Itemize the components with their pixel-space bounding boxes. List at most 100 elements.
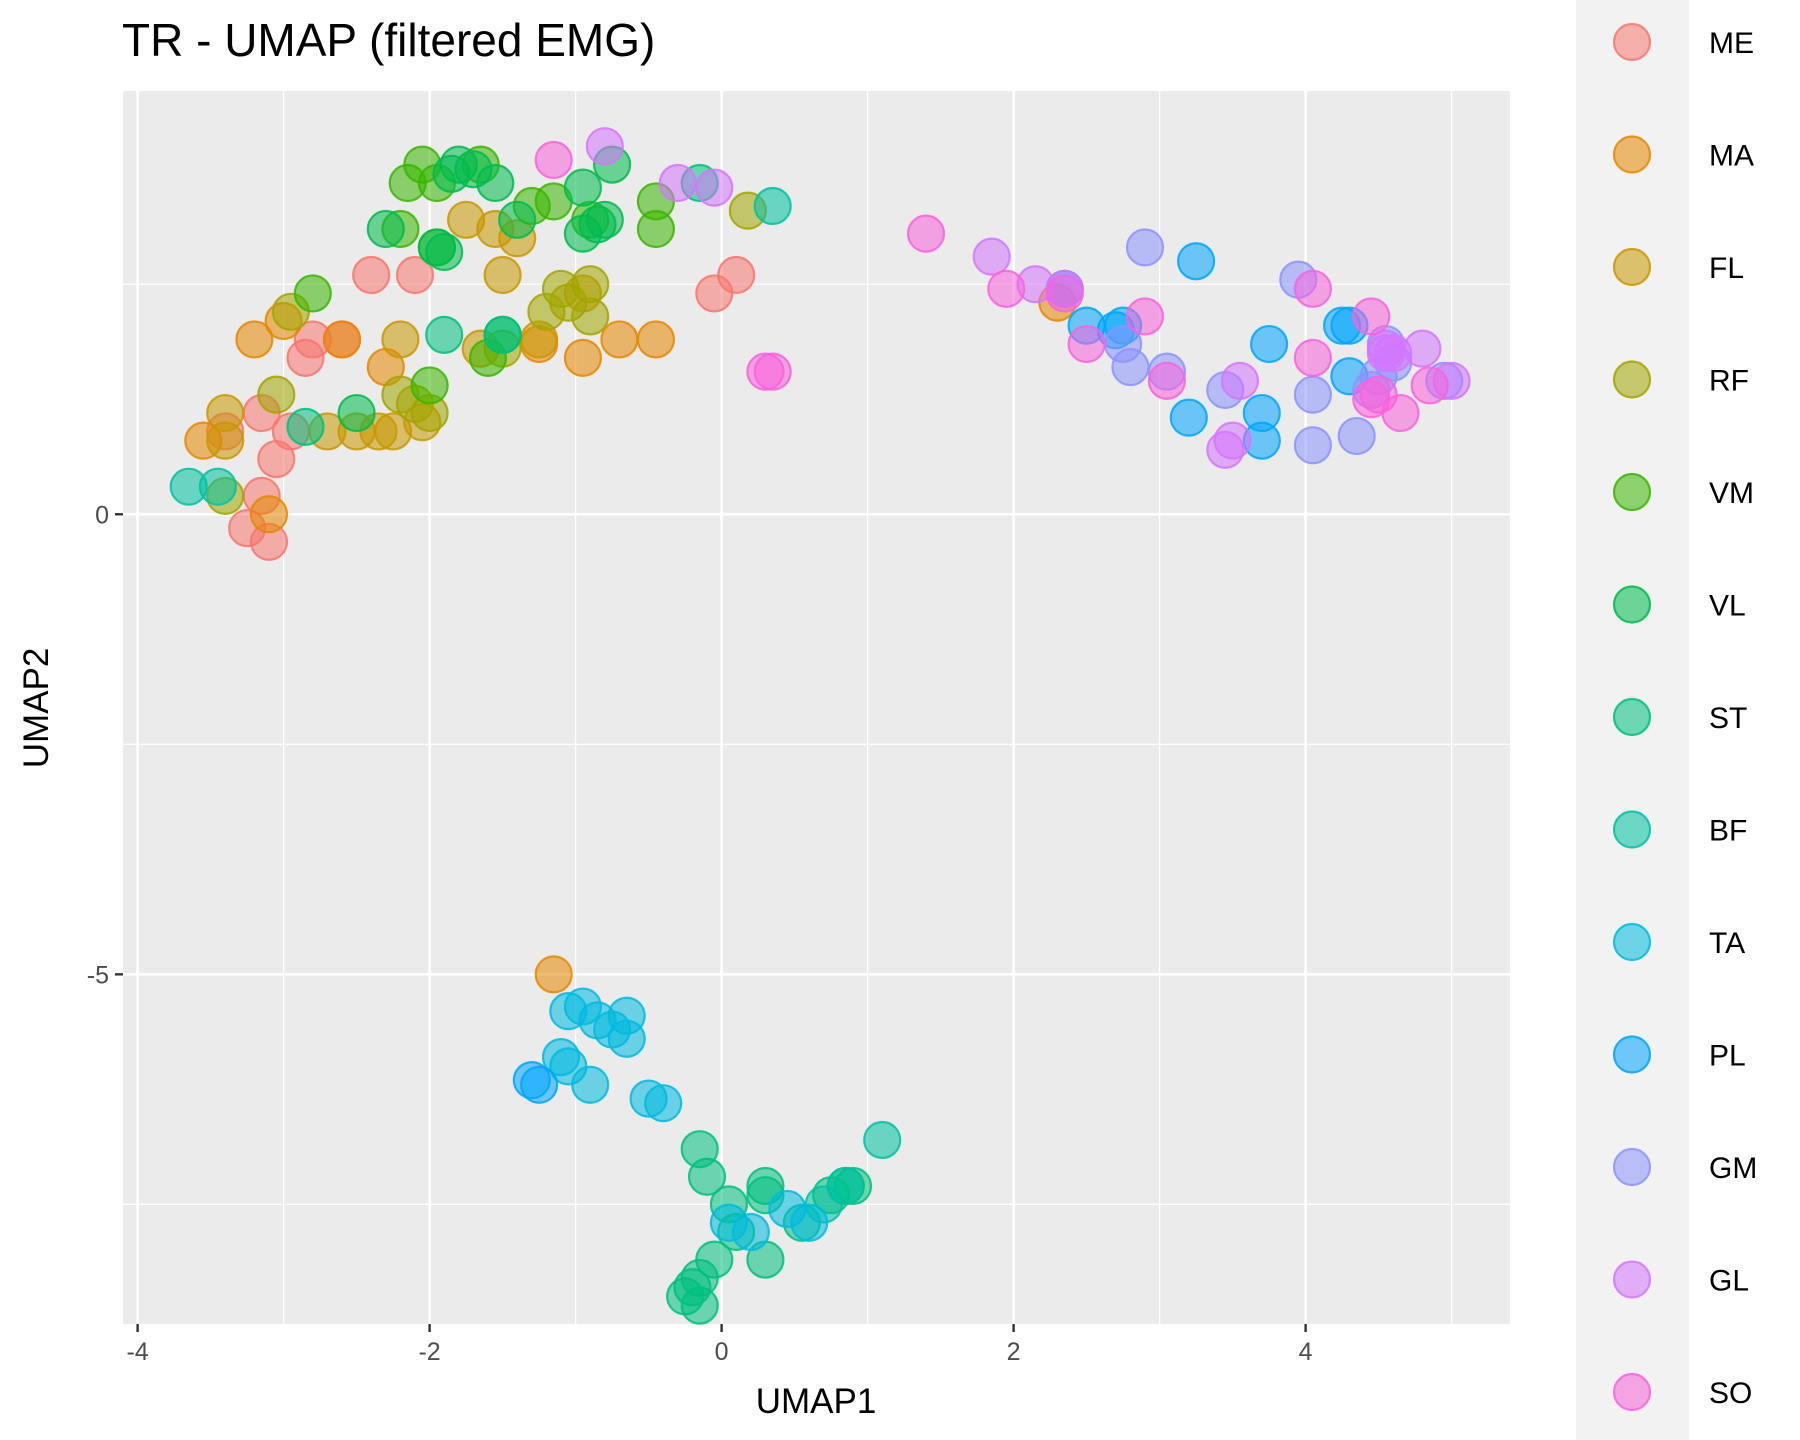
point-me [395, 255, 435, 295]
point-st [425, 315, 464, 354]
point-vm [410, 366, 449, 405]
data-points [169, 127, 1471, 1325]
legend-label-ta: TA [1709, 927, 1745, 960]
point-ma [600, 320, 639, 359]
x-tick-label: 0 [715, 1338, 729, 1366]
point-bf [863, 1120, 902, 1160]
point-so [1067, 324, 1106, 364]
point-ta [607, 1019, 646, 1058]
chart-title: TR - UMAP (filtered EMG) [122, 14, 655, 66]
point-st [687, 1157, 727, 1196]
legend-label-gm: GM [1709, 1152, 1757, 1185]
legend-key-me [1612, 22, 1652, 62]
point-bf [753, 186, 792, 226]
x-axis-title: UMAP1 [756, 1382, 877, 1421]
point-ta [790, 1203, 829, 1242]
point-vl [563, 168, 603, 207]
x-tick-label: -2 [418, 1338, 440, 1366]
legend-label-bf: BF [1709, 815, 1747, 848]
x-tick-label: -4 [126, 1338, 148, 1366]
point-fl [206, 393, 245, 433]
x-axis: -4 -2 0 2 4 [126, 1324, 1313, 1366]
legend-label-vl: VL [1709, 590, 1746, 623]
point-vl [417, 228, 456, 267]
point-so [906, 214, 946, 253]
point-gm [1125, 228, 1165, 267]
point-so [753, 352, 792, 391]
legend-label-ma: MA [1709, 140, 1754, 173]
point-pl [1169, 398, 1208, 437]
point-rf [257, 375, 296, 414]
point-so [987, 269, 1026, 308]
y-axis-title: UMAP2 [17, 648, 56, 769]
point-so [1293, 269, 1333, 308]
point-ta [731, 1212, 770, 1252]
y-tick-label: 0 [95, 501, 109, 529]
legend-key-vm [1612, 472, 1652, 512]
y-axis: -5 0 [87, 501, 123, 989]
point-ma [235, 320, 274, 359]
legend: ME MA FL RF VM VL ST BF TA PL GM GL SO [1612, 22, 1757, 1412]
legend-key-ma [1612, 135, 1652, 174]
legend-label-rf: RF [1709, 365, 1749, 398]
point-ma [636, 320, 676, 359]
legend-key-gm [1612, 1147, 1652, 1187]
point-so [1410, 366, 1449, 405]
legend-key-pl [1612, 1035, 1652, 1074]
legend-key-vl [1612, 585, 1652, 624]
point-so [1352, 297, 1391, 336]
point-vl [476, 163, 515, 203]
legend-label-me: ME [1709, 27, 1754, 60]
point-pl [1249, 324, 1289, 364]
point-vm [293, 274, 332, 313]
point-so [1045, 274, 1084, 313]
legend-label-pl: PL [1709, 1040, 1746, 1073]
point-gl [695, 168, 734, 207]
legend-key-fl [1612, 247, 1652, 287]
point-so [1147, 361, 1187, 400]
point-ma [322, 320, 362, 359]
point-gm [1293, 375, 1333, 414]
point-vl [337, 393, 376, 433]
point-gl [972, 237, 1011, 276]
legend-label-so: SO [1709, 1377, 1752, 1410]
point-vl [432, 154, 471, 193]
point-vl [563, 214, 603, 253]
point-fl [381, 320, 420, 359]
point-me [257, 439, 296, 479]
legend-key-gl [1612, 1260, 1652, 1299]
point-vm [636, 209, 676, 249]
point-gl [1206, 430, 1245, 469]
point-me [352, 255, 391, 295]
point-ma [249, 495, 289, 534]
y-tick-label: -5 [87, 961, 109, 989]
point-pl [1176, 242, 1216, 281]
legend-key-ta [1612, 922, 1652, 962]
legend-key-bf [1612, 810, 1652, 849]
legend-label-st: ST [1709, 702, 1747, 735]
legend-key-so [1612, 1372, 1652, 1412]
point-so [534, 140, 573, 180]
point-ma [563, 338, 603, 377]
x-tick-label: 4 [1299, 1338, 1313, 1366]
point-gl [585, 127, 624, 166]
point-gm [1111, 347, 1150, 387]
point-vl [366, 209, 405, 249]
legend-label-vm: VM [1709, 477, 1754, 510]
point-gl [1220, 361, 1260, 400]
legend-label-fl: FL [1709, 252, 1744, 285]
point-rf [571, 297, 610, 336]
point-so [1381, 393, 1420, 433]
point-fl [483, 255, 522, 295]
x-tick-label: 2 [1007, 1338, 1021, 1366]
point-so [1125, 297, 1165, 336]
point-ma [534, 955, 573, 994]
point-bf [198, 467, 237, 506]
legend-key-rf [1612, 360, 1652, 399]
point-so [1293, 338, 1333, 377]
plot-panel [123, 91, 1510, 1324]
point-st [483, 315, 522, 354]
point-ta [571, 1065, 610, 1104]
point-vl [498, 200, 537, 239]
